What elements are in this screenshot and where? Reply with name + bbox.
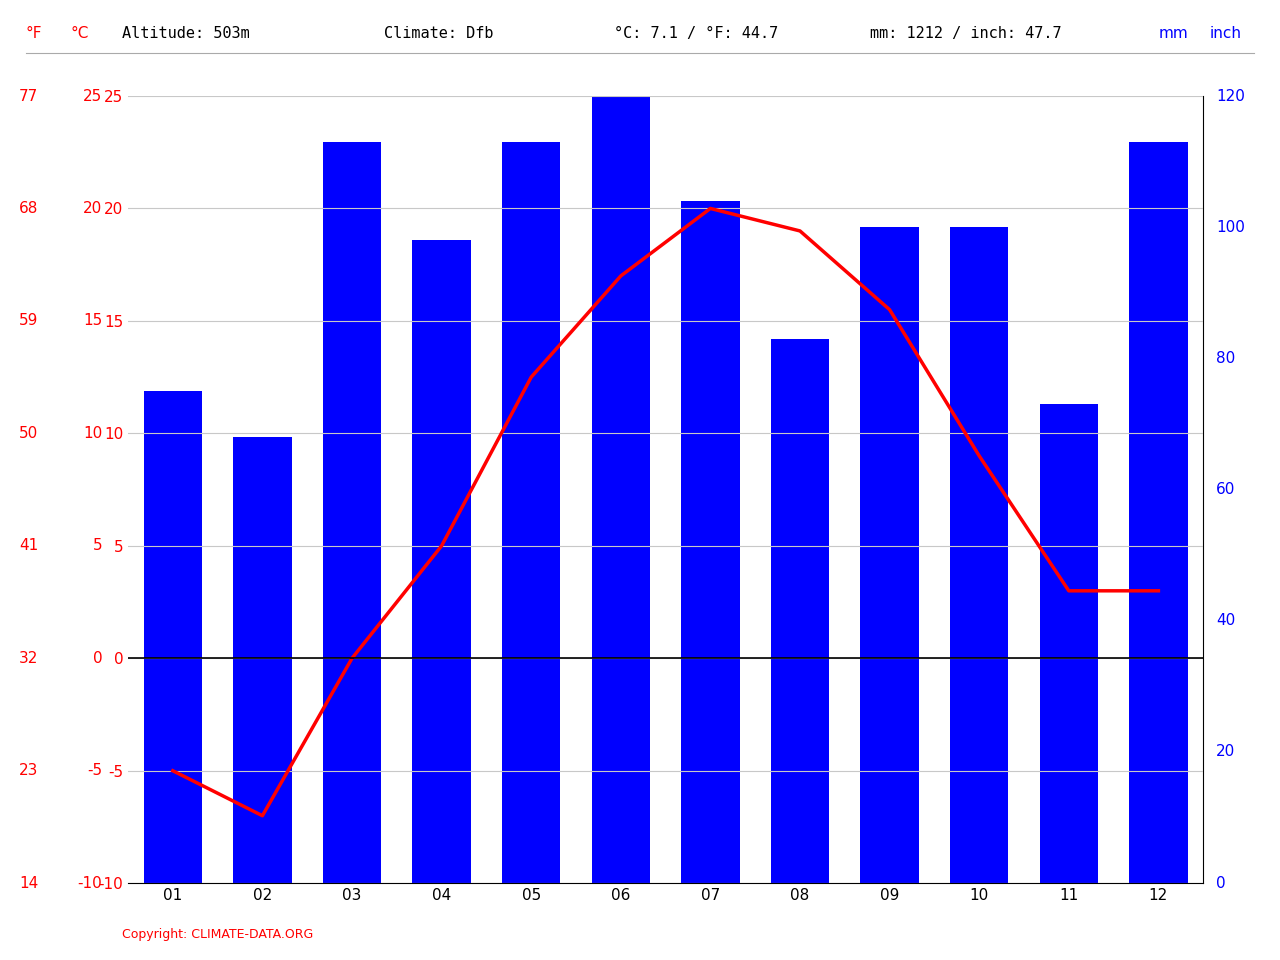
Text: °C: 7.1 / °F: 44.7: °C: 7.1 / °F: 44.7 [614,26,778,41]
Bar [412,240,471,883]
Bar [591,43,650,883]
Text: 60: 60 [1216,482,1235,497]
Text: 32: 32 [19,651,38,666]
Bar [323,142,381,883]
Text: 0: 0 [1216,876,1226,891]
Bar [1039,404,1098,883]
Text: 100: 100 [1216,220,1245,234]
Bar [1129,142,1188,883]
Text: 50: 50 [19,426,38,441]
Text: Altitude: 503m: Altitude: 503m [122,26,250,41]
Text: °F: °F [26,26,42,41]
Text: 68: 68 [19,201,38,216]
Text: 59: 59 [19,313,38,328]
Text: 120: 120 [1216,88,1245,104]
Text: 25: 25 [83,88,102,104]
Text: 20: 20 [1216,745,1235,759]
Text: mm: mm [1158,26,1188,41]
Text: -5: -5 [87,763,102,779]
Text: 10: 10 [83,426,102,441]
Text: 23: 23 [19,763,38,779]
Bar [143,392,202,883]
Text: 15: 15 [83,313,102,328]
Text: 80: 80 [1216,351,1235,366]
Text: °C: °C [70,26,88,41]
Bar [233,437,292,883]
Text: -10: -10 [78,876,102,891]
Bar [681,201,740,883]
Text: 14: 14 [19,876,38,891]
Bar [860,228,919,883]
Text: 0: 0 [92,651,102,666]
Bar [771,339,829,883]
Text: 77: 77 [19,88,38,104]
Bar [950,228,1009,883]
Text: Copyright: CLIMATE-DATA.ORG: Copyright: CLIMATE-DATA.ORG [122,927,312,941]
Bar [502,142,561,883]
Text: mm: 1212 / inch: 47.7: mm: 1212 / inch: 47.7 [870,26,1062,41]
Text: inch: inch [1210,26,1242,41]
Text: Climate: Dfb: Climate: Dfb [384,26,494,41]
Text: 41: 41 [19,539,38,553]
Text: 20: 20 [83,201,102,216]
Text: 5: 5 [92,539,102,553]
Text: 40: 40 [1216,613,1235,628]
